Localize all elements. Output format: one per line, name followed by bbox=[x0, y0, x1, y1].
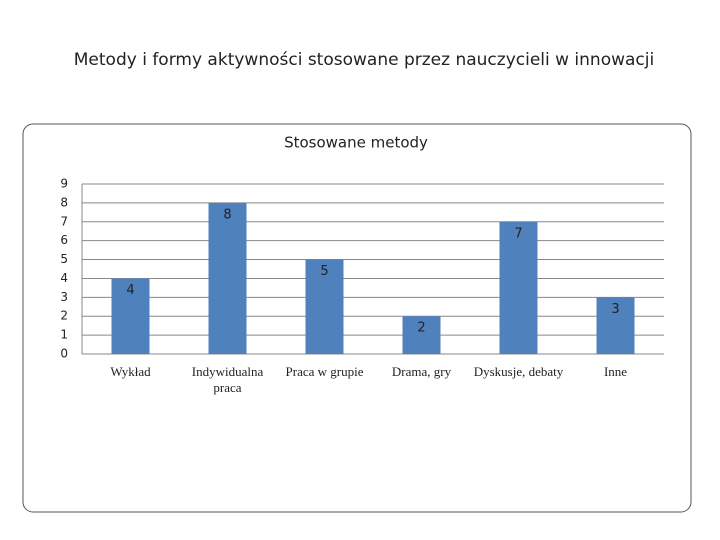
bar bbox=[499, 221, 538, 354]
x-tick-label: Wykład bbox=[110, 364, 151, 379]
bar bbox=[208, 202, 247, 354]
y-tick-label: 2 bbox=[60, 309, 68, 323]
y-tick-label: 3 bbox=[60, 290, 68, 304]
x-tick-label: Praca w grupie bbox=[285, 364, 364, 379]
y-tick-label: 9 bbox=[60, 177, 68, 191]
x-tick-label: Inne bbox=[603, 364, 628, 379]
y-tick-label: 4 bbox=[60, 271, 68, 285]
y-tick-label: 6 bbox=[60, 233, 68, 247]
bar bbox=[111, 278, 150, 354]
y-tick-label: 1 bbox=[60, 328, 68, 342]
y-tick-label: 5 bbox=[60, 252, 68, 266]
chart-frame bbox=[22, 123, 692, 513]
slide-title: Metody i formy aktywności stosowane prze… bbox=[74, 50, 654, 70]
data-label: 4 bbox=[126, 283, 134, 298]
data-label: 2 bbox=[417, 321, 425, 336]
data-label: 3 bbox=[611, 302, 619, 317]
y-tick-label: 8 bbox=[60, 195, 68, 209]
data-label: 7 bbox=[514, 226, 522, 241]
data-label: 8 bbox=[223, 207, 231, 222]
bar bbox=[402, 316, 441, 354]
x-tick-label: Indywidualna praca bbox=[191, 364, 264, 395]
chart-title: Stosowane metody bbox=[284, 134, 428, 152]
bar bbox=[596, 297, 635, 354]
y-tick-label: 7 bbox=[60, 214, 68, 228]
y-tick-label: 0 bbox=[60, 347, 68, 361]
data-label: 5 bbox=[320, 264, 328, 279]
bar bbox=[305, 259, 344, 354]
x-tick-label: Drama, gry bbox=[391, 364, 452, 379]
x-tick-label: Dyskusje, debaty bbox=[473, 364, 564, 379]
